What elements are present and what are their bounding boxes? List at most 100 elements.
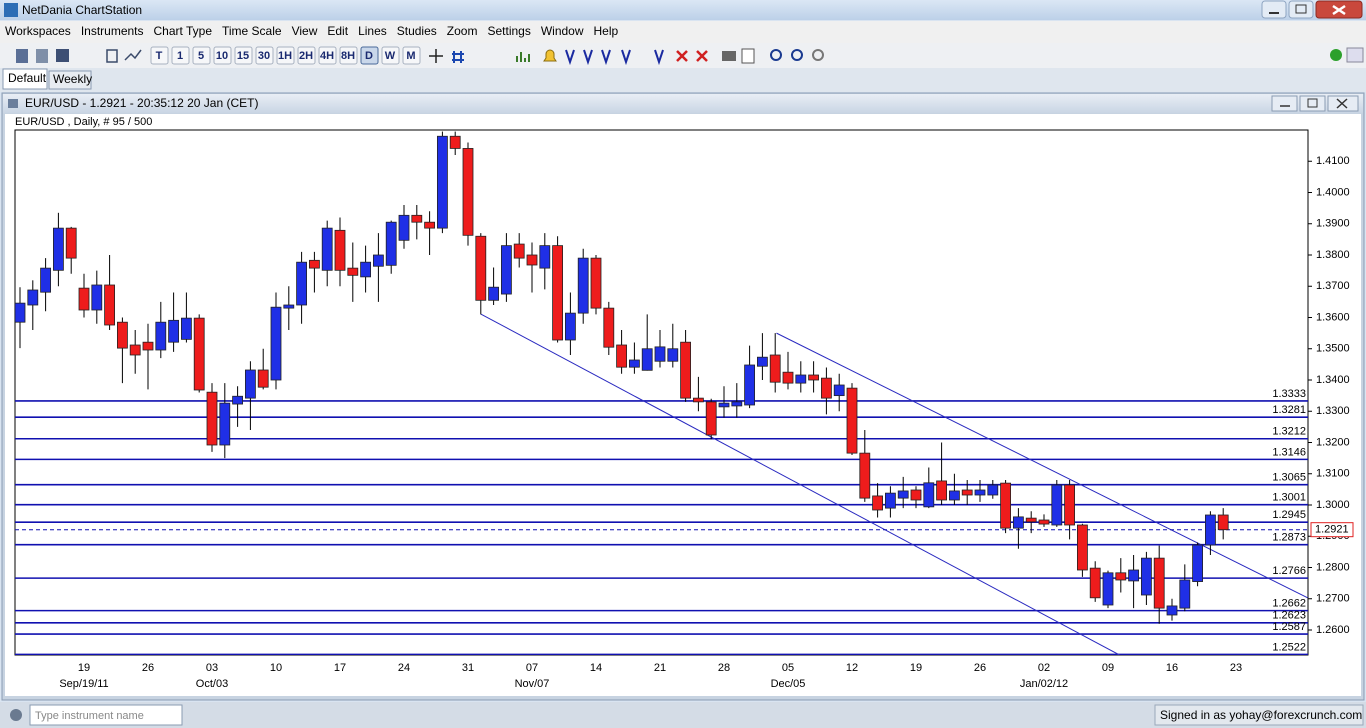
y-tick-label: 1.3200 bbox=[1316, 436, 1350, 448]
candle-body bbox=[910, 489, 922, 501]
timeframe-label[interactable]: M bbox=[406, 50, 415, 62]
timeframe-button[interactable] bbox=[381, 46, 400, 65]
timeframe-button[interactable] bbox=[339, 46, 358, 65]
candle-body bbox=[821, 377, 832, 399]
x-tick-label: 14 bbox=[590, 662, 602, 674]
timeframe-label[interactable]: 30 bbox=[258, 50, 270, 62]
timeframe-button[interactable] bbox=[234, 46, 253, 65]
timeframe-label[interactable]: 10 bbox=[216, 50, 228, 62]
timeframe-label[interactable]: D bbox=[365, 50, 373, 62]
candle-body bbox=[1038, 519, 1050, 525]
candle-body bbox=[1000, 482, 1011, 529]
x-tick-label: 16 bbox=[1166, 662, 1178, 674]
candle-body bbox=[565, 312, 576, 341]
instrument-search[interactable] bbox=[29, 704, 183, 726]
candle-body bbox=[859, 452, 871, 499]
candle-body bbox=[1013, 516, 1024, 529]
toolbar-icons bbox=[16, 47, 1364, 66]
candle-body bbox=[462, 148, 474, 236]
menu-item[interactable]: Studies bbox=[397, 24, 437, 38]
timeframe-button[interactable] bbox=[276, 46, 295, 65]
level-label: 1.3281 bbox=[1272, 404, 1306, 416]
candle-body bbox=[718, 402, 730, 408]
window-minimize[interactable] bbox=[1271, 95, 1298, 112]
timeframe-label[interactable]: 2H bbox=[299, 50, 313, 62]
y-tick-label: 1.3000 bbox=[1316, 499, 1350, 511]
chart-window-title-bar bbox=[3, 94, 1363, 113]
menu-item[interactable]: Chart Type bbox=[154, 24, 213, 38]
candle-body bbox=[1115, 572, 1127, 581]
timeframe-button[interactable] bbox=[255, 46, 274, 65]
menu-item[interactable]: Zoom bbox=[447, 24, 478, 38]
timeframe-label[interactable]: 1H bbox=[278, 50, 292, 62]
level-label: 1.2945 bbox=[1272, 509, 1306, 521]
timeframe-label[interactable]: 4H bbox=[320, 50, 334, 62]
candle-body bbox=[757, 356, 768, 367]
search-placeholder[interactable]: Type instrument name bbox=[35, 710, 144, 722]
candle-body bbox=[40, 267, 51, 293]
candle-body bbox=[372, 254, 384, 267]
tab-label[interactable]: Weekly bbox=[53, 72, 92, 86]
candle-body bbox=[142, 341, 154, 351]
candle-body bbox=[795, 374, 807, 384]
candle-body bbox=[308, 259, 320, 269]
timeframe-button[interactable] bbox=[171, 46, 190, 65]
candle-body bbox=[1179, 579, 1191, 609]
tab-label[interactable]: Default bbox=[8, 71, 47, 85]
timeframe-button[interactable] bbox=[297, 46, 316, 65]
tab-weekly[interactable] bbox=[48, 70, 92, 90]
timeframe-label[interactable]: W bbox=[385, 50, 396, 62]
candle-body bbox=[974, 489, 986, 496]
candle-body bbox=[808, 374, 819, 381]
timeframe-label[interactable]: 1 bbox=[177, 50, 183, 62]
minimize-button[interactable] bbox=[1261, 0, 1287, 19]
menu-item[interactable]: Window bbox=[541, 24, 584, 38]
chart-title: EUR/USD , Daily, # 95 / 500 bbox=[15, 116, 152, 128]
candle-body bbox=[885, 492, 896, 509]
timeframe-button[interactable] bbox=[213, 46, 232, 65]
timeframe-label[interactable]: 5 bbox=[198, 50, 204, 62]
level-label: 1.2587 bbox=[1272, 621, 1306, 633]
maximize-button[interactable] bbox=[1288, 0, 1314, 19]
timeframe-button[interactable] bbox=[360, 46, 379, 65]
timeframe-button[interactable] bbox=[402, 46, 421, 65]
candle-body bbox=[1025, 517, 1037, 523]
candle-body bbox=[616, 344, 627, 368]
window-restore[interactable] bbox=[1299, 95, 1326, 112]
candle-body bbox=[949, 490, 960, 501]
menu-item[interactable]: Workspaces bbox=[5, 24, 71, 38]
candle-body bbox=[1102, 572, 1114, 606]
x-tick-label: 07 bbox=[526, 662, 538, 674]
x-sublabel: Sep/19/11 bbox=[59, 678, 108, 690]
timeframe-button[interactable] bbox=[318, 46, 337, 65]
menu-bar bbox=[0, 21, 1366, 43]
menu-item[interactable]: Lines bbox=[358, 24, 387, 38]
timeframe-label[interactable]: 8H bbox=[341, 50, 355, 62]
menu-item[interactable]: Instruments bbox=[81, 24, 144, 38]
tab-strip bbox=[0, 68, 1366, 92]
candle-body bbox=[270, 306, 282, 381]
plot-area bbox=[14, 129, 1309, 656]
y-tick-label: 1.3300 bbox=[1316, 405, 1350, 417]
candle-body bbox=[296, 261, 308, 306]
candle-body bbox=[667, 348, 679, 362]
menu-item[interactable]: Settings bbox=[487, 24, 530, 38]
timeframe-label[interactable]: T bbox=[156, 50, 163, 62]
candle-body bbox=[244, 369, 256, 399]
level-label: 1.3001 bbox=[1272, 492, 1306, 504]
candle-body bbox=[411, 214, 423, 223]
menu-item[interactable]: View bbox=[292, 24, 318, 38]
menu-item[interactable]: Edit bbox=[327, 24, 348, 38]
y-tick-label: 1.3400 bbox=[1316, 374, 1350, 386]
candle-body bbox=[693, 397, 704, 403]
candle-body bbox=[1205, 514, 1216, 546]
level-label: 1.2662 bbox=[1272, 598, 1306, 610]
level-label: 1.2766 bbox=[1272, 565, 1306, 577]
tab-default[interactable] bbox=[2, 68, 48, 90]
timeframe-label[interactable]: 15 bbox=[237, 50, 249, 62]
candle-body bbox=[552, 245, 563, 341]
timeframe-button[interactable] bbox=[192, 46, 211, 65]
menu-item[interactable]: Time Scale bbox=[222, 24, 282, 38]
timeframe-button[interactable] bbox=[150, 46, 169, 65]
menu-item[interactable]: Help bbox=[594, 24, 619, 38]
